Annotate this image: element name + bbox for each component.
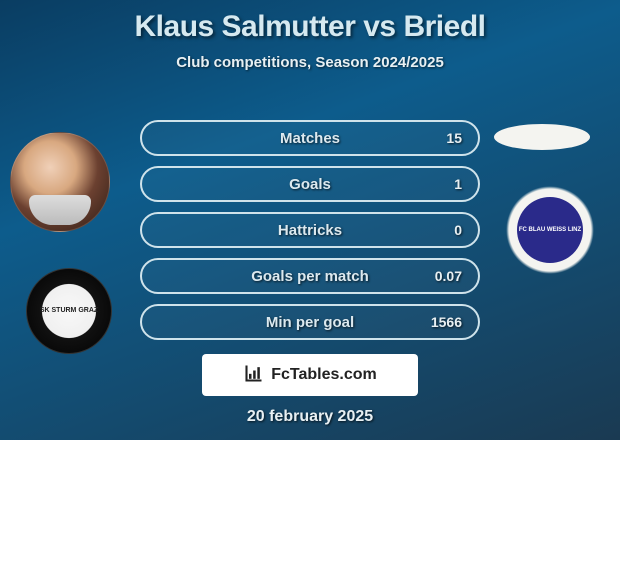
player-left-club-badge: SK STURM GRAZ [26, 268, 112, 354]
stat-right-value: 0 [432, 222, 462, 238]
chart-icon [243, 363, 265, 388]
stat-right-value: 0.07 [432, 268, 462, 284]
brand-badge[interactable]: FcTables.com [202, 354, 418, 396]
stat-label: Min per goal [266, 314, 354, 331]
stat-label: Goals per match [251, 268, 369, 285]
player-right-club-badge: FC BLAU WEISS LINZ [500, 180, 600, 280]
stats-list: Matches 15 Goals 1 Hattricks 0 Goals per… [140, 120, 480, 350]
stat-row-gpm: Goals per match 0.07 [140, 258, 480, 294]
stat-label: Goals [289, 176, 331, 193]
stat-row-hattricks: Hattricks 0 [140, 212, 480, 248]
player-left-avatar [10, 132, 110, 232]
stat-right-value: 1 [432, 176, 462, 192]
stat-row-mpg: Min per goal 1566 [140, 304, 480, 340]
subtitle: Club competitions, Season 2024/2025 [0, 54, 620, 71]
stat-right-value: 15 [432, 130, 462, 146]
player-right-club-badge-inner: FC BLAU WEISS LINZ [517, 197, 583, 263]
player-right-avatar [494, 124, 590, 150]
date-label: 20 february 2025 [0, 408, 620, 426]
page-title: Klaus Salmutter vs Briedl [0, 0, 620, 44]
stat-row-matches: Matches 15 [140, 120, 480, 156]
stat-label: Hattricks [278, 222, 342, 239]
comparison-card: Klaus Salmutter vs Briedl Club competiti… [0, 0, 620, 440]
stat-label: Matches [280, 130, 340, 147]
stat-row-goals: Goals 1 [140, 166, 480, 202]
stat-right-value: 1566 [431, 314, 462, 330]
brand-text: FcTables.com [271, 366, 377, 384]
